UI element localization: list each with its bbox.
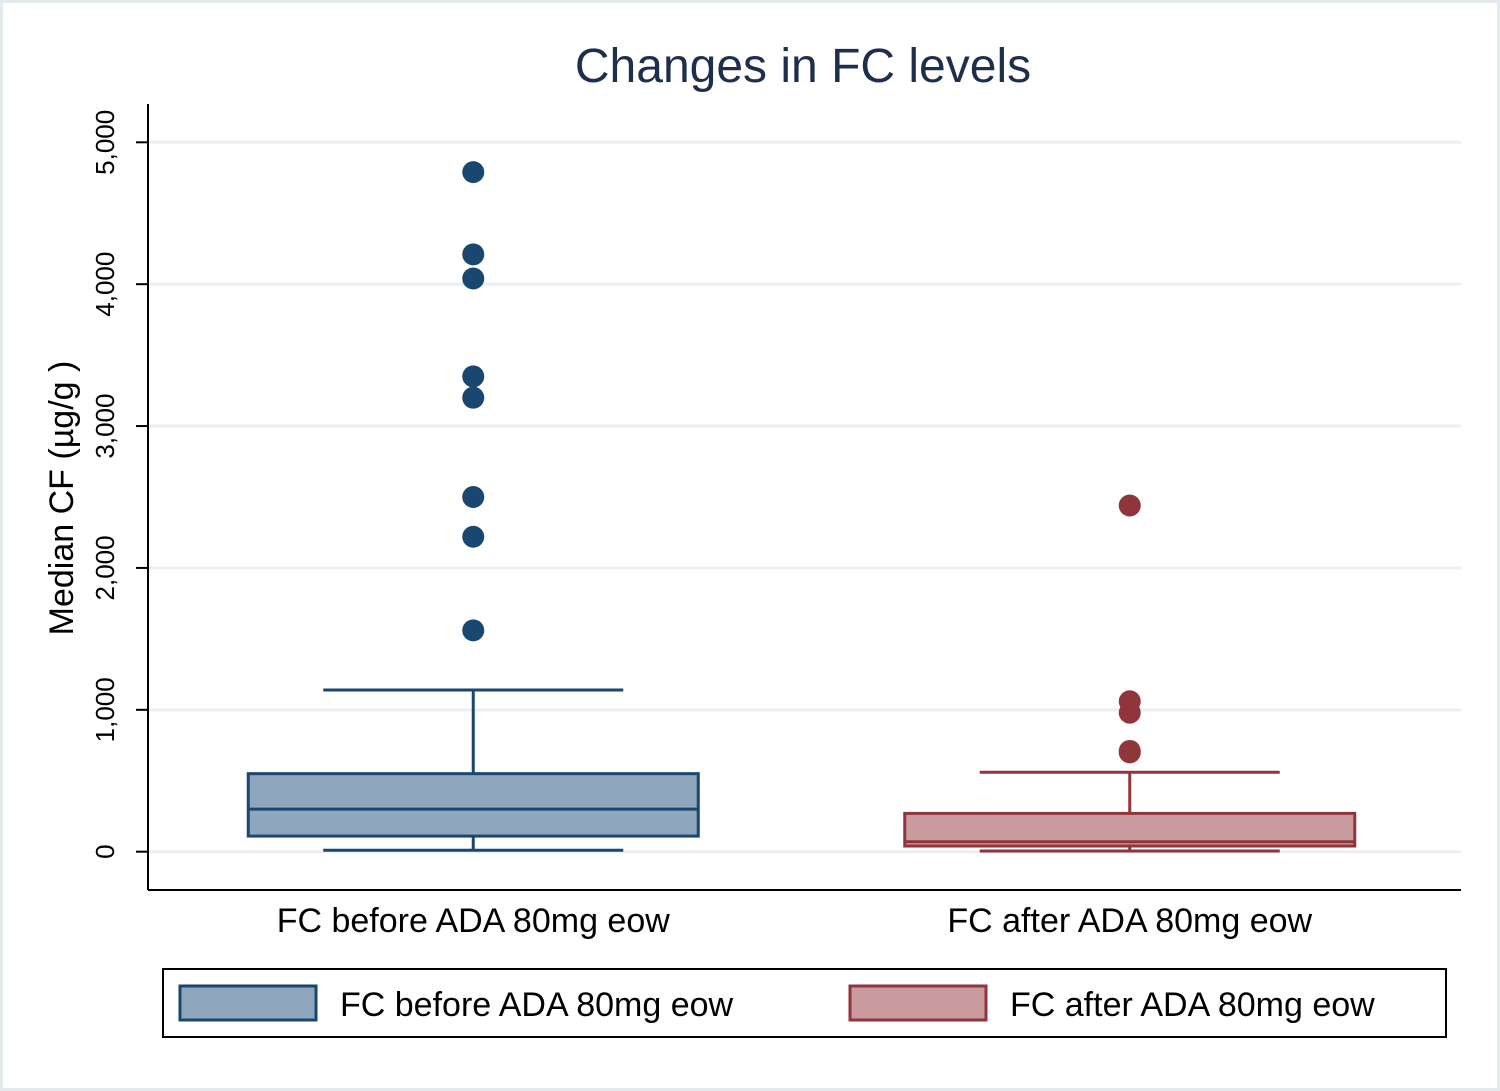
box-series bbox=[246, 161, 1357, 853]
outlier-point bbox=[1118, 690, 1141, 713]
legend-swatch bbox=[848, 984, 988, 1022]
outlier-point bbox=[462, 619, 485, 642]
x-category-label: FC after ADA 80mg eow bbox=[947, 902, 1312, 940]
chart-title: Changes in FC levels bbox=[575, 40, 1031, 93]
y-tick-label: 1,000 bbox=[90, 677, 120, 742]
outlier-point bbox=[462, 243, 485, 266]
outlier-point bbox=[462, 525, 485, 548]
y-tick-label: 0 bbox=[90, 844, 120, 858]
y-tick-label: 4,000 bbox=[90, 252, 120, 317]
y-ticks: 0 1,000 2,000 3,000 4,000 5,000 bbox=[90, 110, 148, 859]
legend-box bbox=[162, 968, 1447, 1038]
x-category-labels: FC before ADA 80mg eow FC after ADA 80mg … bbox=[277, 902, 1313, 940]
box-group bbox=[246, 161, 700, 852]
axes bbox=[147, 104, 1461, 891]
legend-swatch bbox=[178, 984, 318, 1022]
outlier-point bbox=[1118, 494, 1141, 517]
outlier-point bbox=[462, 267, 485, 290]
outlier-point bbox=[462, 365, 485, 388]
outlier-point bbox=[462, 486, 485, 508]
y-tick-label: 3,000 bbox=[90, 394, 120, 459]
y-tick-label: 5,000 bbox=[90, 110, 120, 175]
legend-label: FC before ADA 80mg eow bbox=[340, 986, 734, 1024]
iqr-box bbox=[246, 772, 700, 838]
box-group bbox=[903, 494, 1357, 853]
outlier-point bbox=[462, 386, 485, 409]
outlier-point bbox=[462, 161, 485, 184]
y-axis-label: Median CF (µg/g ) bbox=[43, 361, 81, 636]
y-tick-label: 2,000 bbox=[90, 535, 120, 600]
gridlines bbox=[149, 140, 1461, 854]
outlier-point bbox=[1118, 739, 1141, 762]
x-category-label: FC before ADA 80mg eow bbox=[277, 902, 671, 940]
legend: FC before ADA 80mg eow FC after ADA 80mg … bbox=[178, 984, 1375, 1024]
legend-label: FC after ADA 80mg eow bbox=[1010, 986, 1375, 1024]
